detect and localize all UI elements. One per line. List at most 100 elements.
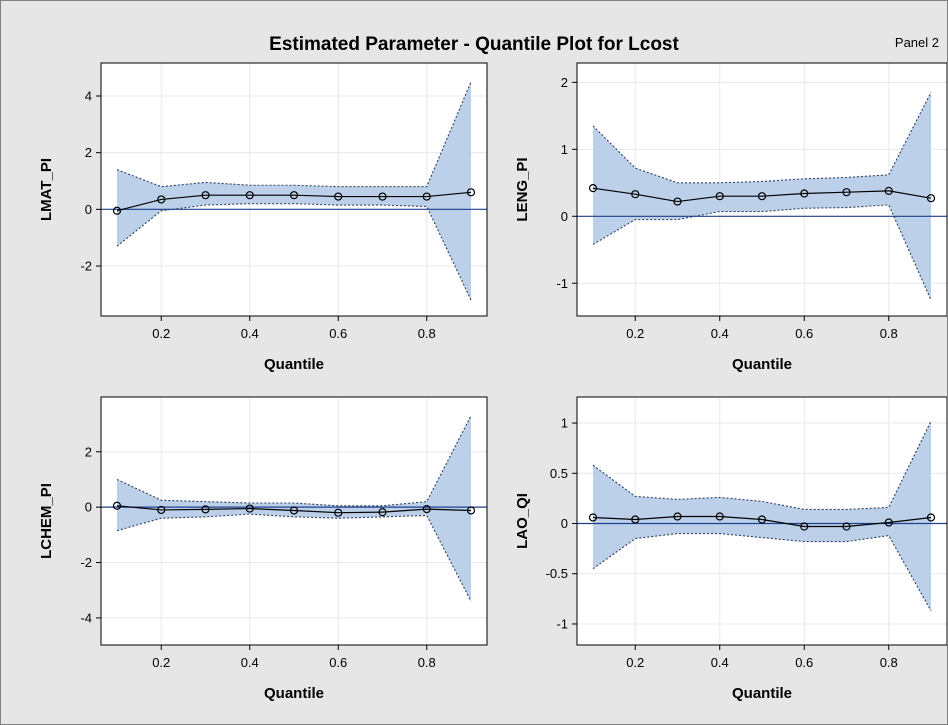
panel-2-plot-border — [576, 62, 947, 317]
panel-4-estimate-point-0 — [588, 513, 598, 522]
panel-2-x-tick-label-3: 0.8 — [880, 326, 898, 341]
panel-2-x-tick-label-1: 0.4 — [711, 326, 729, 341]
panel-1-lower-limit-line — [116, 203, 472, 301]
panel-4-y-tick-label-0: -1 — [556, 616, 568, 631]
panel-1-plot-border — [100, 62, 488, 317]
panel-3-y-tick-label-3: 2 — [85, 444, 92, 459]
panel-3-y-tick-label-0: -4 — [80, 610, 92, 625]
panel-4-plot-border — [576, 396, 947, 646]
panel-4-estimate-line — [592, 515, 932, 528]
panel-1-y-axis-label: LMAT_PI — [38, 158, 55, 221]
panel-3-y-axis-label: LCHEM_PI — [38, 483, 55, 559]
panel-1-estimate-point-1 — [157, 195, 166, 204]
panel-4-lower-limit-line — [592, 533, 932, 612]
panel-3-estimate-point-6 — [378, 508, 387, 517]
panel-4-estimate-point-2 — [673, 512, 682, 521]
panel-1-x-tick-label-3: 0.8 — [418, 326, 436, 341]
panel-2-estimate-point-8 — [926, 194, 936, 203]
panel-1-x-tick-label-1: 0.4 — [241, 326, 259, 341]
panel-2-estimate-point-0 — [588, 184, 598, 193]
panel-2-y-tick-label-1: 0 — [561, 209, 568, 224]
panel-3-x-tick-label-1: 0.4 — [241, 655, 259, 670]
panel-3-estimate-point-3 — [245, 504, 254, 513]
panel-3-estimate-point-1 — [157, 505, 166, 515]
panel-4-estimate-point-5 — [800, 522, 809, 531]
panel-4-x-tick-label-1: 0.4 — [711, 655, 729, 670]
panel-3-x-tick-label-3: 0.8 — [418, 655, 436, 670]
panel-2-estimate-point-2 — [673, 197, 682, 206]
panel-1-x-tick-label-0: 0.2 — [152, 326, 170, 341]
panel-3-y-tick-label-1: -2 — [80, 555, 92, 570]
panel-2-lower-limit-line — [592, 204, 932, 301]
panel-3-confidence-band — [117, 415, 471, 602]
panel-2-estimate-point-6 — [842, 188, 851, 197]
panel-4-estimate-point-1 — [631, 515, 640, 524]
panel-4-y-axis-label: LAO_QI — [514, 493, 531, 549]
panel-4-y-tick-label-2: 0 — [561, 516, 568, 531]
panel-1-x-axis-label: Quantile — [264, 356, 324, 373]
panel-2-x-axis-label: Quantile — [732, 356, 792, 373]
panel-label: Panel 2 — [894, 35, 939, 50]
panel-2-x-tick-label-0: 0.2 — [626, 326, 644, 341]
panel-1-upper-limit-line — [116, 81, 472, 188]
panel-3-estimate-point-2 — [201, 505, 210, 514]
panel-4-estimate-point-4 — [757, 515, 767, 524]
panel-1-estimate-point-2 — [201, 191, 210, 200]
panel-2-y-tick-label-2: 1 — [561, 142, 568, 157]
panel-2-estimate-point-5 — [800, 189, 809, 198]
panel-1-y-tick-label-1: 0 — [85, 202, 92, 217]
panel-3-estimate-point-7 — [422, 504, 431, 514]
chart-title: Estimated Parameter - Quantile Plot for … — [269, 34, 679, 55]
panel-1-estimate-point-7 — [422, 192, 431, 201]
panel-4-x-tick-label-3: 0.8 — [880, 655, 898, 670]
panel-2-y-tick-label-3: 2 — [561, 75, 568, 90]
panel-1-estimate-point-0 — [112, 206, 122, 215]
panel-4-estimate-point-6 — [842, 522, 851, 531]
panel-4-upper-limit-line — [592, 420, 932, 510]
panel-1-estimate-point-8 — [466, 188, 476, 197]
panel-1-estimate-point-5 — [334, 192, 343, 201]
panel-2-y-tick-label-0: -1 — [556, 276, 568, 291]
panel-4-x-axis-label: Quantile — [732, 685, 792, 702]
panel-4-x-tick-label-2: 0.6 — [795, 655, 813, 670]
panel-1-estimate-point-6 — [378, 192, 387, 201]
panel-2-estimate-point-3 — [715, 192, 724, 201]
panel-2-y-axis-label: LENG_PI — [514, 157, 531, 221]
panel-1-confidence-band — [117, 81, 471, 300]
panel-4-estimate-point-8 — [926, 513, 936, 522]
panel-4-x-tick-label-0: 0.2 — [626, 655, 644, 670]
panel-3-lower-limit-line — [116, 513, 472, 602]
panel-2-estimate-point-7 — [884, 186, 893, 195]
panel-3-x-axis-label: Quantile — [264, 685, 324, 702]
panel-2-estimate-line — [592, 187, 932, 203]
panel-2-estimate-point-4 — [757, 192, 767, 201]
panel-1-y-tick-label-0: -2 — [80, 259, 92, 274]
panel-3-estimate-point-5 — [334, 508, 343, 517]
panel-2-x-tick-label-2: 0.6 — [795, 326, 813, 341]
panel-2-upper-limit-line — [592, 92, 932, 184]
panel-3-plot-area — [101, 397, 487, 645]
panel-3-estimate-line — [116, 505, 472, 514]
panel-2-estimate-point-1 — [631, 190, 640, 199]
panel-3-x-tick-label-2: 0.6 — [329, 655, 347, 670]
panel-3-estimate-point-0 — [112, 501, 122, 510]
panel-4-y-tick-label-3: 0.5 — [550, 466, 568, 481]
panel-1-estimate-line — [116, 191, 472, 212]
panel-4-y-tick-label-4: 1 — [561, 416, 568, 431]
panel-3-y-tick-label-2: 0 — [85, 500, 92, 515]
panel-3-estimate-point-8 — [466, 506, 476, 515]
panel-1-y-tick-label-3: 4 — [85, 89, 92, 104]
panel-3-x-tick-label-0: 0.2 — [152, 655, 170, 670]
panel-3-plot-border — [100, 396, 488, 646]
panel-3-estimate-point-4 — [289, 506, 299, 515]
panel-4-y-tick-label-1: -0.5 — [546, 566, 568, 581]
panel-3-upper-limit-line — [116, 415, 472, 507]
panel-1-x-tick-label-2: 0.6 — [329, 326, 347, 341]
panel-1-estimate-point-4 — [289, 191, 299, 200]
panel-1-estimate-point-3 — [245, 191, 254, 200]
panel-4-estimate-point-3 — [715, 512, 724, 521]
panel-4-estimate-point-7 — [884, 518, 893, 527]
panel-1-y-tick-label-2: 2 — [85, 145, 92, 160]
